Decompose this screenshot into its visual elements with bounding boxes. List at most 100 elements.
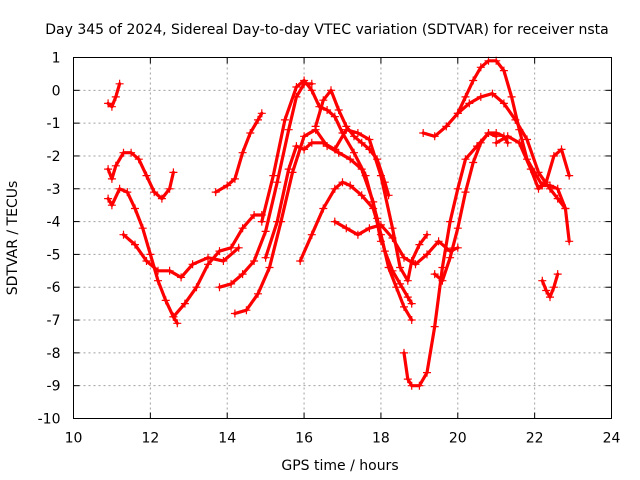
- data-point: [469, 158, 478, 167]
- data-point: [469, 76, 478, 85]
- series-line: [433, 131, 510, 283]
- data-point: [265, 263, 274, 272]
- data-point: [400, 253, 408, 262]
- data-point: [323, 106, 332, 114]
- y-tick-label: -4: [47, 215, 61, 231]
- y-tick-label: -8: [47, 346, 61, 362]
- data-point: [127, 148, 136, 157]
- series-line: [217, 82, 314, 289]
- data-point: [292, 142, 301, 151]
- data-point: [430, 132, 439, 141]
- data-point: [476, 92, 485, 101]
- data-point: [376, 230, 385, 239]
- data-point: [553, 184, 562, 193]
- data-point: [223, 181, 232, 190]
- data-point: [396, 279, 405, 288]
- data-point: [388, 234, 397, 242]
- data-point: [257, 217, 266, 226]
- data-point: [230, 174, 239, 183]
- series-sat-c: [104, 184, 182, 328]
- series-line: [333, 220, 460, 266]
- data-point: [119, 230, 128, 239]
- data-point: [261, 227, 270, 236]
- data-point: [157, 194, 166, 203]
- data-point: [330, 184, 339, 193]
- series-sat-l: [311, 86, 393, 200]
- series-line: [456, 59, 571, 243]
- data-point: [215, 247, 224, 256]
- data-point: [515, 138, 524, 147]
- data-point: [115, 184, 124, 193]
- y-tick-label: 1: [52, 51, 61, 67]
- x-tick-label: 24: [603, 431, 621, 447]
- data-point: [254, 115, 262, 124]
- data-point: [111, 161, 120, 170]
- y-axis-label: SDTVAR / TECUs: [5, 181, 21, 296]
- data-point: [273, 178, 282, 187]
- data-point: [330, 217, 339, 226]
- data-point: [369, 204, 378, 213]
- data-point: [423, 368, 431, 377]
- data-point: [442, 122, 451, 131]
- data-point: [319, 96, 328, 105]
- series-sat-m: [330, 217, 462, 269]
- data-point: [338, 178, 347, 187]
- data-point: [180, 299, 189, 308]
- data-point: [484, 129, 493, 137]
- data-point: [165, 266, 174, 275]
- data-point: [415, 240, 424, 249]
- data-point: [453, 184, 462, 193]
- data-point: [411, 260, 420, 269]
- data-point: [104, 165, 113, 174]
- data-point: [453, 224, 462, 233]
- data-point: [177, 273, 186, 282]
- data-point: [365, 135, 374, 144]
- data-point: [138, 224, 147, 233]
- y-tick-label: -1: [47, 116, 61, 132]
- data-point: [330, 145, 339, 154]
- data-point: [388, 224, 397, 233]
- data-point: [300, 76, 309, 85]
- data-point: [353, 230, 362, 239]
- data-point: [250, 211, 259, 219]
- x-axis-label: GPS time / hours: [281, 458, 398, 474]
- y-tick-label: -2: [47, 149, 61, 165]
- data-point: [499, 99, 508, 108]
- data-point: [546, 293, 554, 302]
- data-point: [330, 112, 339, 121]
- data-point: [507, 92, 516, 101]
- data-point: [403, 293, 412, 302]
- data-point: [142, 257, 151, 265]
- data-point: [565, 171, 574, 180]
- data-point: [242, 306, 251, 315]
- data-point: [292, 83, 301, 91]
- data-point: [476, 138, 485, 147]
- series-line: [106, 82, 122, 109]
- data-point: [131, 204, 139, 213]
- data-point: [257, 109, 266, 118]
- data-point: [484, 56, 493, 65]
- data-point: [430, 322, 439, 331]
- data-point: [311, 122, 320, 131]
- series-line: [421, 92, 567, 211]
- data-point: [296, 257, 305, 265]
- data-point: [142, 171, 151, 180]
- y-tick-label: -6: [47, 280, 61, 296]
- series-sat-r: [492, 132, 574, 193]
- series-sat-j: [261, 125, 431, 285]
- data-point: [350, 132, 358, 141]
- x-tick-label: 14: [218, 431, 236, 447]
- data-point: [192, 283, 201, 292]
- data-point: [407, 316, 416, 324]
- data-point: [423, 230, 431, 239]
- data-point: [492, 138, 501, 147]
- data-point: [111, 92, 120, 101]
- chart-title: Day 345 of 2024, Sidereal Day-to-day VTE…: [45, 22, 608, 38]
- x-tick-label: 16: [295, 431, 313, 447]
- data-point: [284, 125, 293, 134]
- data-point: [492, 129, 501, 137]
- data-point: [400, 348, 408, 357]
- plot-frame: [73, 57, 612, 419]
- data-point: [319, 138, 328, 147]
